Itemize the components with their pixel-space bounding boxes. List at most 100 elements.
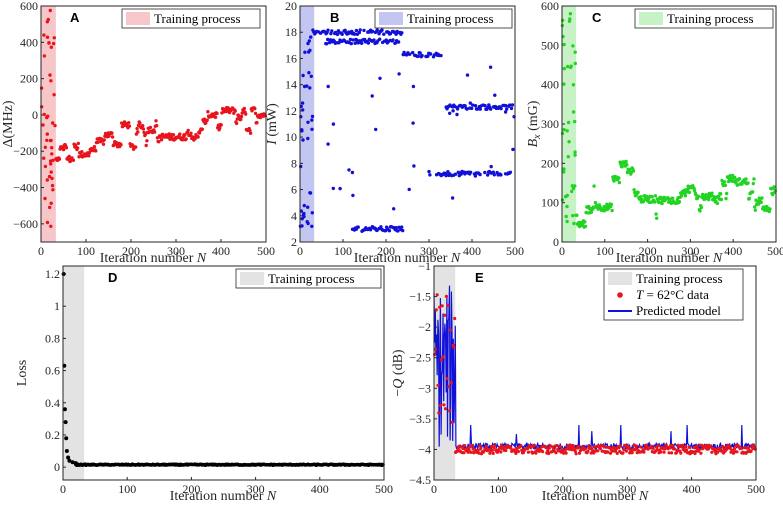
panel-e: 0 100 200 300 400 500 −4.5 −4 −3.5 −3 −2.5 −2 −1.5 −1… <box>391 259 765 504</box>
panel-e-point <box>642 450 646 454</box>
panel-e-point <box>604 445 608 449</box>
panel-b-point <box>396 40 401 44</box>
panel-b-point <box>352 32 357 36</box>
panel-b-point <box>510 103 515 107</box>
panel-d-ytick-label: 1 <box>54 299 60 313</box>
panel-c-point <box>693 189 697 193</box>
panel-e-point <box>685 448 689 452</box>
panel-b-point <box>331 122 336 126</box>
panel-b-ytick-label: 16 <box>285 51 297 65</box>
panel-a-point <box>200 127 204 131</box>
panel-b-point <box>504 104 508 108</box>
panel-a-point <box>180 138 185 142</box>
panel-c-point <box>724 196 728 201</box>
panel-b-point <box>505 107 509 111</box>
panel-a-point <box>76 141 81 146</box>
panel-e-point <box>499 450 503 454</box>
panel-b-point <box>478 107 482 111</box>
panel-b-point <box>427 169 431 174</box>
panel-e-point <box>488 451 492 455</box>
panel-a-point <box>51 188 55 192</box>
panel-e-point <box>677 445 681 449</box>
panel-e-point <box>565 447 569 451</box>
panel-c-point <box>573 119 577 124</box>
panel-c-point <box>683 194 688 198</box>
panel-a-point <box>75 146 80 150</box>
panel-d-xtick-label: 0 <box>60 482 66 496</box>
panel-a-point <box>145 139 149 143</box>
panel-a-point <box>49 170 53 174</box>
panel-c-point <box>568 12 573 16</box>
panel-e-point <box>558 444 562 449</box>
panel-c-point <box>747 196 751 201</box>
panel-c-point <box>562 170 566 174</box>
panel-e-point <box>692 445 696 450</box>
panel-e-point <box>695 444 699 448</box>
panel-b-point <box>492 173 496 177</box>
panel-b-point <box>340 32 344 36</box>
panel-e-point <box>547 446 551 450</box>
panel-c-point <box>573 150 577 154</box>
panel-c-point <box>562 167 566 171</box>
panel-b-point <box>499 106 503 111</box>
panel-e-point <box>531 451 535 455</box>
panel-a-xtick-label: 500 <box>257 244 275 258</box>
panel-a-point <box>233 109 237 113</box>
panel-e-point <box>449 328 453 332</box>
panel-b-point <box>354 28 359 33</box>
panel-b-point <box>351 38 355 42</box>
panel-e-xtick-label: 300 <box>618 482 636 496</box>
panel-e-point <box>643 447 647 451</box>
panel-d-legend-label: Training process <box>268 271 355 286</box>
panel-e-point <box>440 304 444 308</box>
panel-d-ytick-label: 1.2 <box>45 267 60 281</box>
panel-b-point <box>411 121 415 125</box>
panel-e-point <box>443 407 448 411</box>
panel-c-point <box>655 216 659 220</box>
panel-b-point <box>509 106 514 111</box>
panel-e-point <box>532 443 536 447</box>
panel-e-point <box>471 447 475 451</box>
panel-b-point <box>331 186 335 191</box>
panel-c-point <box>653 200 657 204</box>
panel-a-ytick-label: 200 <box>20 72 38 86</box>
panel-c-point <box>733 175 737 180</box>
panel-b-point <box>451 109 455 113</box>
panel-a-point <box>41 123 45 127</box>
panel-b-point <box>483 170 487 175</box>
panel-c-point <box>719 192 723 196</box>
panel-e-point <box>568 443 572 447</box>
panel-a-point <box>49 79 53 83</box>
panel-e-point <box>446 303 450 307</box>
panel-c-point <box>566 155 570 159</box>
panel-c-point <box>572 221 576 226</box>
panel-b-point <box>387 229 392 233</box>
panel-a-point <box>244 112 248 116</box>
panel-b-point <box>418 51 422 55</box>
panel-a-point <box>94 149 98 153</box>
panel-b-xtick-label: 300 <box>420 244 438 258</box>
panel-b-point <box>301 138 305 142</box>
panel-b-point <box>488 65 493 69</box>
panel-c-point <box>717 194 721 198</box>
panel-e-point <box>598 446 603 451</box>
panel-c-point <box>620 165 624 169</box>
panel-a-point <box>135 126 139 131</box>
panel-a-point <box>57 157 62 161</box>
panel-e-point <box>477 451 481 455</box>
panel-b-point <box>360 41 364 45</box>
panel-b-legend-label: Training process <box>407 11 494 26</box>
panel-c-point <box>698 209 702 213</box>
panel-a-point <box>39 86 44 90</box>
panel-b-ytick-label: 18 <box>285 25 297 39</box>
panel-d-point <box>66 455 71 460</box>
panel-b-xtick-label: 500 <box>506 244 524 258</box>
panel-e-point <box>529 446 533 450</box>
panel-a-point <box>43 164 48 169</box>
panel-a-point <box>186 128 190 133</box>
panel-a-point <box>253 111 258 116</box>
panel-b-point <box>302 203 306 208</box>
panel-a-point <box>136 130 140 134</box>
panel-b-point <box>503 110 508 114</box>
